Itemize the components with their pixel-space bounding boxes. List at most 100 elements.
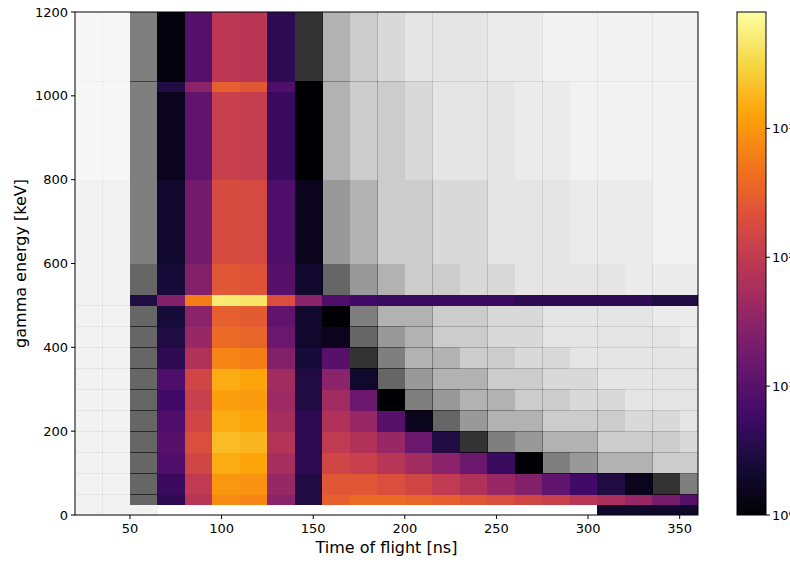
heat-cell <box>102 473 130 494</box>
heat-cell <box>680 92 698 181</box>
heat-cell <box>377 368 405 389</box>
heat-cell <box>570 305 598 326</box>
heat-cell <box>405 494 433 505</box>
heat-cell <box>570 347 598 368</box>
heat-cell <box>432 347 460 368</box>
y-tick-label: 200 <box>43 424 68 439</box>
heat-cell <box>597 12 625 82</box>
heat-cell <box>570 326 598 347</box>
heat-cell <box>460 92 488 181</box>
heat-cell <box>377 431 405 452</box>
heat-cell <box>597 92 625 181</box>
heat-cell <box>130 12 158 82</box>
heat-cell <box>487 12 515 82</box>
heat-cell <box>680 494 698 505</box>
heat-cell <box>487 368 515 389</box>
plot-frame <box>75 12 698 515</box>
heat-cell <box>625 81 653 92</box>
heat-cell <box>240 295 268 306</box>
background <box>0 0 790 563</box>
heat-cell <box>405 264 433 296</box>
heat-cell <box>185 368 213 389</box>
heat-cell <box>432 368 460 389</box>
heat-cell <box>295 326 323 347</box>
heat-cell <box>350 473 378 494</box>
heat-cell <box>487 305 515 326</box>
heat-cell <box>350 431 378 452</box>
heat-cell <box>185 12 213 82</box>
heat-cell <box>515 12 543 82</box>
heat-cell <box>130 81 158 92</box>
heat-cell <box>432 326 460 347</box>
heat-cell <box>157 410 185 431</box>
heat-cell <box>322 494 350 505</box>
heat-cell <box>625 264 653 296</box>
heat-cell <box>597 473 625 494</box>
heat-cell <box>680 347 698 368</box>
heat-cell <box>157 389 185 410</box>
heat-cell <box>212 92 240 181</box>
heat-cell <box>515 347 543 368</box>
heat-cell <box>487 389 515 410</box>
heat-cell <box>240 92 268 181</box>
heat-cell <box>267 452 295 473</box>
heat-cell <box>680 264 698 296</box>
x-tick <box>129 515 130 519</box>
heat-cell <box>212 81 240 92</box>
heat-cell <box>240 410 268 431</box>
y-tick <box>71 12 75 13</box>
heat-cell <box>487 494 515 505</box>
heat-cell <box>102 92 130 181</box>
heat-cell <box>542 295 570 306</box>
heat-cell <box>75 81 103 92</box>
heat-cell <box>542 431 570 452</box>
heat-cell <box>130 180 158 264</box>
heat-cell <box>240 264 268 296</box>
heat-cell <box>570 473 598 494</box>
heat-cell <box>157 431 185 452</box>
heat-cell <box>185 81 213 92</box>
heat-cell <box>157 494 185 505</box>
heat-cell <box>542 410 570 431</box>
heat-cell <box>680 368 698 389</box>
heat-cell <box>432 494 460 505</box>
heat-cell <box>487 473 515 494</box>
x-tick-label: 100 <box>209 521 234 536</box>
heat-cell <box>542 180 570 264</box>
heat-cell <box>185 347 213 368</box>
heat-cell <box>350 180 378 264</box>
heat-cell <box>570 368 598 389</box>
heat-cell <box>460 505 488 515</box>
heat-cell <box>102 368 130 389</box>
heat-cell <box>267 494 295 505</box>
heat-cell <box>350 494 378 505</box>
heat-cell <box>515 81 543 92</box>
x-tick-label: 150 <box>301 521 326 536</box>
heat-cell <box>295 473 323 494</box>
heat-cell <box>542 473 570 494</box>
heat-cell <box>130 389 158 410</box>
heat-cell <box>432 12 460 82</box>
heat-cell <box>75 410 103 431</box>
heat-cell <box>487 92 515 181</box>
heat-cell <box>377 347 405 368</box>
heat-cell <box>102 505 130 515</box>
heat-cell <box>625 410 653 431</box>
heat-cell <box>680 12 698 82</box>
heat-cell <box>625 305 653 326</box>
heat-cell <box>542 389 570 410</box>
heat-cell <box>597 81 625 92</box>
heat-cell <box>515 494 543 505</box>
heat-cell <box>75 473 103 494</box>
x-tick <box>588 515 589 519</box>
heat-cell <box>432 431 460 452</box>
heat-cell <box>652 473 680 494</box>
heat-cell <box>350 92 378 181</box>
heat-cell <box>212 494 240 505</box>
heat-cell <box>377 180 405 264</box>
heat-cell <box>515 431 543 452</box>
heat-cell <box>625 347 653 368</box>
heat-cell <box>570 389 598 410</box>
heat-cell <box>432 473 460 494</box>
heat-cell <box>295 81 323 92</box>
